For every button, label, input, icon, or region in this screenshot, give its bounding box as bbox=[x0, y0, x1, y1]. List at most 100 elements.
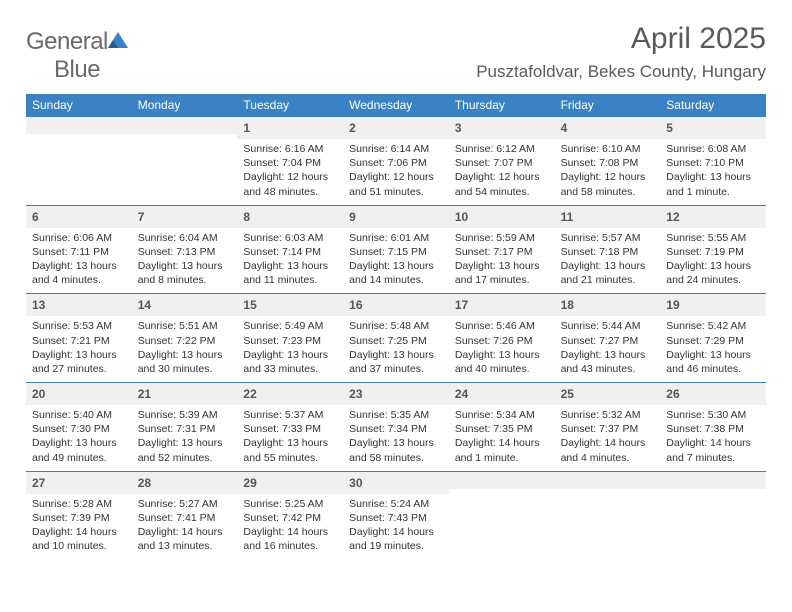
calendar-cell: 26Sunrise: 5:30 AMSunset: 7:38 PMDayligh… bbox=[660, 382, 766, 471]
sunset-text: Sunset: 7:42 PM bbox=[243, 511, 337, 525]
day-number-row: 13 bbox=[26, 293, 132, 316]
title-block: April 2025 Pusztafoldvar, Bekes County, … bbox=[476, 22, 766, 82]
page-title: April 2025 bbox=[476, 22, 766, 56]
day-number: 28 bbox=[138, 476, 151, 490]
day-number-row: 17 bbox=[449, 293, 555, 316]
weekday-header-row: Sunday Monday Tuesday Wednesday Thursday… bbox=[26, 94, 766, 116]
day-data: Sunrise: 6:08 AMSunset: 7:10 PMDaylight:… bbox=[660, 139, 766, 205]
day-number-row: 22 bbox=[237, 382, 343, 405]
day-number: 3 bbox=[455, 121, 462, 135]
day-data: Sunrise: 5:48 AMSunset: 7:25 PMDaylight:… bbox=[343, 316, 449, 382]
day-data: Sunrise: 6:14 AMSunset: 7:06 PMDaylight:… bbox=[343, 139, 449, 205]
day-number: 17 bbox=[455, 298, 468, 312]
weekday-header: Sunday bbox=[26, 94, 132, 116]
logo-triangle-icon bbox=[108, 32, 128, 48]
daylight-line2: and 46 minutes. bbox=[666, 362, 760, 376]
day-number-row: 7 bbox=[132, 205, 238, 228]
sunrise-text: Sunrise: 6:14 AM bbox=[349, 142, 443, 156]
sunset-text: Sunset: 7:11 PM bbox=[32, 245, 126, 259]
weeks-container: 1Sunrise: 6:16 AMSunset: 7:04 PMDaylight… bbox=[26, 116, 766, 559]
sunset-text: Sunset: 7:34 PM bbox=[349, 422, 443, 436]
calendar-cell: 22Sunrise: 5:37 AMSunset: 7:33 PMDayligh… bbox=[237, 382, 343, 471]
day-number-row: 29 bbox=[237, 471, 343, 494]
daylight-line2: and 4 minutes. bbox=[32, 273, 126, 287]
daylight-line1: Daylight: 13 hours bbox=[243, 436, 337, 450]
calendar-week: 20Sunrise: 5:40 AMSunset: 7:30 PMDayligh… bbox=[26, 382, 766, 471]
daylight-line2: and 27 minutes. bbox=[32, 362, 126, 376]
day-number: 19 bbox=[666, 298, 679, 312]
logo-text-wrap: General Blue bbox=[26, 28, 108, 84]
sunrise-text: Sunrise: 5:51 AM bbox=[138, 319, 232, 333]
daylight-line1: Daylight: 13 hours bbox=[243, 348, 337, 362]
sunrise-text: Sunrise: 5:34 AM bbox=[455, 408, 549, 422]
day-number: 9 bbox=[349, 210, 356, 224]
sunset-text: Sunset: 7:08 PM bbox=[561, 156, 655, 170]
daylight-line2: and 49 minutes. bbox=[32, 451, 126, 465]
daylight-line2: and 54 minutes. bbox=[455, 185, 549, 199]
calendar-cell: 29 Sunrise: 5:25 AMSunset: 7:42 PMDayligh… bbox=[237, 471, 343, 560]
daylight-line1: Daylight: 13 hours bbox=[349, 259, 443, 273]
day-number-row bbox=[132, 116, 238, 134]
day-data: Sunrise: 5:35 AMSunset: 7:34 PMDaylight:… bbox=[343, 405, 449, 471]
daylight-line2: and 21 minutes. bbox=[561, 273, 655, 287]
daylight-line2: and 11 minutes. bbox=[243, 273, 337, 287]
sunset-text: Sunset: 7:38 PM bbox=[666, 422, 760, 436]
sunrise-text: Sunrise: 6:08 AM bbox=[666, 142, 760, 156]
sunrise-text: Sunrise: 5:59 AM bbox=[455, 231, 549, 245]
day-number: 21 bbox=[138, 387, 151, 401]
day-number-row: 18 bbox=[555, 293, 661, 316]
day-number-row bbox=[449, 471, 555, 489]
day-number-row: 16 bbox=[343, 293, 449, 316]
calendar-cell: 20Sunrise: 5:40 AMSunset: 7:30 PMDayligh… bbox=[26, 382, 132, 471]
daylight-line1: Daylight: 14 hours bbox=[138, 525, 232, 539]
day-number: 16 bbox=[349, 298, 362, 312]
day-data: Sunrise: 5:55 AMSunset: 7:19 PMDaylight:… bbox=[660, 228, 766, 294]
day-data: Sunrise: 5:27 AMSunset: 7:41 PMDaylight:… bbox=[132, 494, 238, 560]
day-number-row: 10 bbox=[449, 205, 555, 228]
daylight-line1: Daylight: 13 hours bbox=[138, 348, 232, 362]
daylight-line1: Daylight: 13 hours bbox=[561, 348, 655, 362]
sunset-text: Sunset: 7:37 PM bbox=[561, 422, 655, 436]
day-number-row: 1 bbox=[237, 116, 343, 139]
sunset-text: Sunset: 7:33 PM bbox=[243, 422, 337, 436]
calendar-cell: 30Sunrise: 5:24 AMSunset: 7:43 PMDayligh… bbox=[343, 471, 449, 560]
day-number-row: 12 bbox=[660, 205, 766, 228]
day-data: Sunrise: 6:12 AMSunset: 7:07 PMDaylight:… bbox=[449, 139, 555, 205]
day-number: 7 bbox=[138, 210, 145, 224]
day-number-row: 27 bbox=[26, 471, 132, 494]
sunrise-text: Sunrise: 5:25 AM bbox=[243, 497, 337, 511]
day-number-row: 14 bbox=[132, 293, 238, 316]
day-number-row: 28 bbox=[132, 471, 238, 494]
day-data bbox=[555, 489, 661, 549]
calendar-cell: 24Sunrise: 5:34 AMSunset: 7:35 PMDayligh… bbox=[449, 382, 555, 471]
daylight-line1: Daylight: 14 hours bbox=[666, 436, 760, 450]
day-number: 1 bbox=[243, 121, 250, 135]
daylight-line1: Daylight: 13 hours bbox=[243, 259, 337, 273]
calendar-cell: 1Sunrise: 6:16 AMSunset: 7:04 PMDaylight… bbox=[237, 116, 343, 205]
daylight-line1: Daylight: 13 hours bbox=[666, 259, 760, 273]
day-number: 14 bbox=[138, 298, 151, 312]
daylight-line1: Daylight: 13 hours bbox=[666, 170, 760, 184]
day-data: Sunrise: 5:34 AMSunset: 7:35 PMDaylight:… bbox=[449, 405, 555, 471]
day-number-row: 8 bbox=[237, 205, 343, 228]
daylight-line1: Daylight: 12 hours bbox=[561, 170, 655, 184]
day-data: Sunrise: 5:57 AMSunset: 7:18 PMDaylight:… bbox=[555, 228, 661, 294]
sunrise-text: Sunrise: 6:01 AM bbox=[349, 231, 443, 245]
daylight-line2: and 4 minutes. bbox=[561, 451, 655, 465]
day-number: 18 bbox=[561, 298, 574, 312]
daylight-line1: Daylight: 14 hours bbox=[243, 525, 337, 539]
daylight-line1: Daylight: 14 hours bbox=[455, 436, 549, 450]
sunset-text: Sunset: 7:19 PM bbox=[666, 245, 760, 259]
day-data: Sunrise: 6:04 AMSunset: 7:13 PMDaylight:… bbox=[132, 228, 238, 294]
daylight-line1: Daylight: 12 hours bbox=[455, 170, 549, 184]
daylight-line2: and 13 minutes. bbox=[138, 539, 232, 553]
day-number-row: 6 bbox=[26, 205, 132, 228]
sunset-text: Sunset: 7:17 PM bbox=[455, 245, 549, 259]
calendar-cell: 3 Sunrise: 6:12 AMSunset: 7:07 PMDaylight… bbox=[449, 116, 555, 205]
day-number-row: 2 bbox=[343, 116, 449, 139]
daylight-line2: and 14 minutes. bbox=[349, 273, 443, 287]
calendar-cell: 23Sunrise: 5:35 AMSunset: 7:34 PMDayligh… bbox=[343, 382, 449, 471]
sunrise-text: Sunrise: 5:30 AM bbox=[666, 408, 760, 422]
daylight-line2: and 51 minutes. bbox=[349, 185, 443, 199]
daylight-line2: and 7 minutes. bbox=[666, 451, 760, 465]
